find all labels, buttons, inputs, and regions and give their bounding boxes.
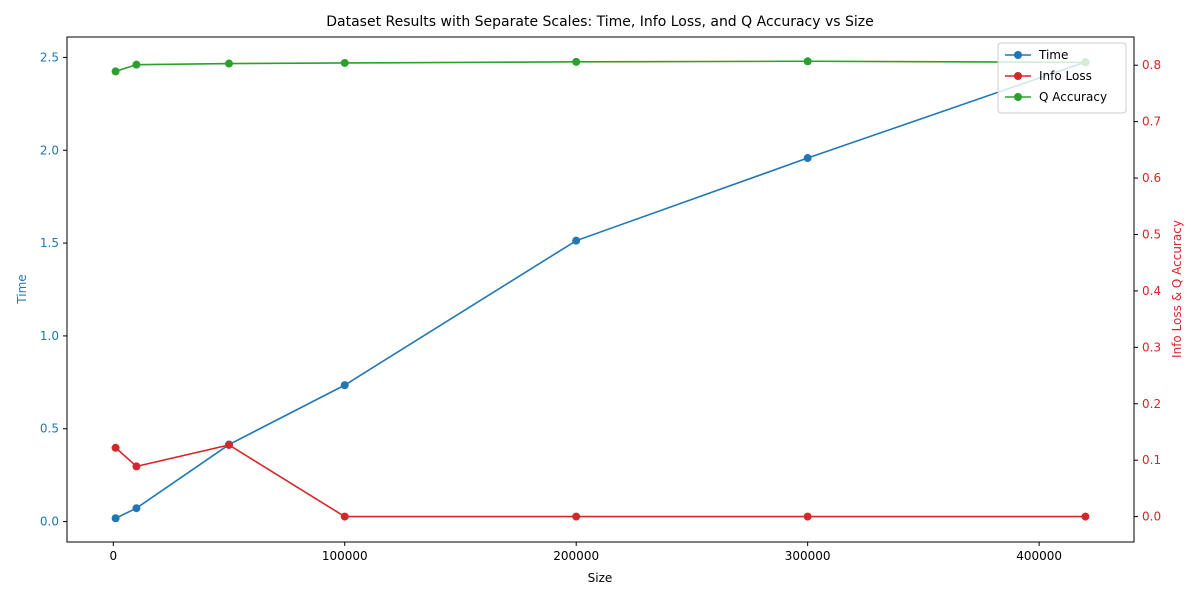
y-left-tick-label: 2.5 <box>40 50 59 64</box>
y-right-tick-label: 0.6 <box>1142 171 1161 185</box>
data-point-time <box>572 236 581 245</box>
legend-marker-time <box>1014 51 1022 59</box>
plot-frame <box>66 36 1135 543</box>
data-point-time <box>340 381 349 390</box>
y-right-tick-label: 0.4 <box>1142 284 1161 298</box>
data-point-info-loss <box>1081 512 1090 521</box>
y-axis-left-label: Time <box>15 274 29 304</box>
data-point-q-accuracy <box>803 57 812 66</box>
y-left-tick-label: 1.0 <box>40 329 59 343</box>
legend-label-info-loss: Info Loss <box>1039 69 1092 83</box>
data-point-info-loss <box>340 512 349 521</box>
y-right-tick-label: 0.1 <box>1142 453 1161 467</box>
data-point-time <box>803 154 812 163</box>
legend-marker-info-loss <box>1014 72 1022 80</box>
x-tick-label: 300000 <box>785 549 831 563</box>
data-point-info-loss <box>225 440 234 449</box>
y-left-tick-label: 0.5 <box>40 422 59 436</box>
y-right-tick-label: 0.8 <box>1142 58 1161 72</box>
y-right-tick-label: 0.2 <box>1142 397 1161 411</box>
data-point-info-loss <box>111 443 120 452</box>
x-tick-label: 100000 <box>322 549 368 563</box>
x-tick-label: 200000 <box>553 549 599 563</box>
legend-label-time: Time <box>1038 48 1068 62</box>
data-point-q-accuracy <box>132 60 141 69</box>
data-point-time <box>132 504 141 513</box>
legend-box <box>997 42 1127 114</box>
y-axis-right-label: Info Loss & Q Accuracy <box>1170 220 1184 358</box>
axis-layer: 0 100000 200000 300000 400000 0.0 0.5 1.0 1.5 2.0… <box>40 50 1161 563</box>
y-right-tick-label: 0.3 <box>1142 340 1161 354</box>
data-point-q-accuracy <box>572 57 581 66</box>
x-tick-label: 400000 <box>1016 549 1062 563</box>
x-axis-label: Size <box>588 571 613 585</box>
y-left-tick-label: 0.0 <box>40 515 59 529</box>
y-left-tick-label: 1.5 <box>40 236 59 250</box>
chart-title: Dataset Results with Separate Scales: Ti… <box>326 14 874 30</box>
data-point-q-accuracy <box>225 59 234 68</box>
y-right-tick-label: 0.0 <box>1142 510 1161 524</box>
plot-area <box>67 37 1134 542</box>
data-point-info-loss <box>132 462 141 471</box>
data-point-q-accuracy <box>111 67 120 76</box>
legend-label-q-accuracy: Q Accuracy <box>1039 90 1107 104</box>
y-left-tick-label: 2.0 <box>40 143 59 157</box>
legend-marker-q-accuracy <box>1014 93 1022 101</box>
y-right-tick-label: 0.7 <box>1142 115 1161 129</box>
data-point-info-loss <box>803 512 812 521</box>
x-tick-label: 0 <box>109 549 117 563</box>
data-point-info-loss <box>572 512 581 521</box>
y-right-tick-label: 0.5 <box>1142 227 1161 241</box>
data-point-q-accuracy <box>340 58 349 67</box>
legend: Time Info Loss Q Accuracy <box>997 42 1127 114</box>
data-point-time <box>111 514 120 523</box>
